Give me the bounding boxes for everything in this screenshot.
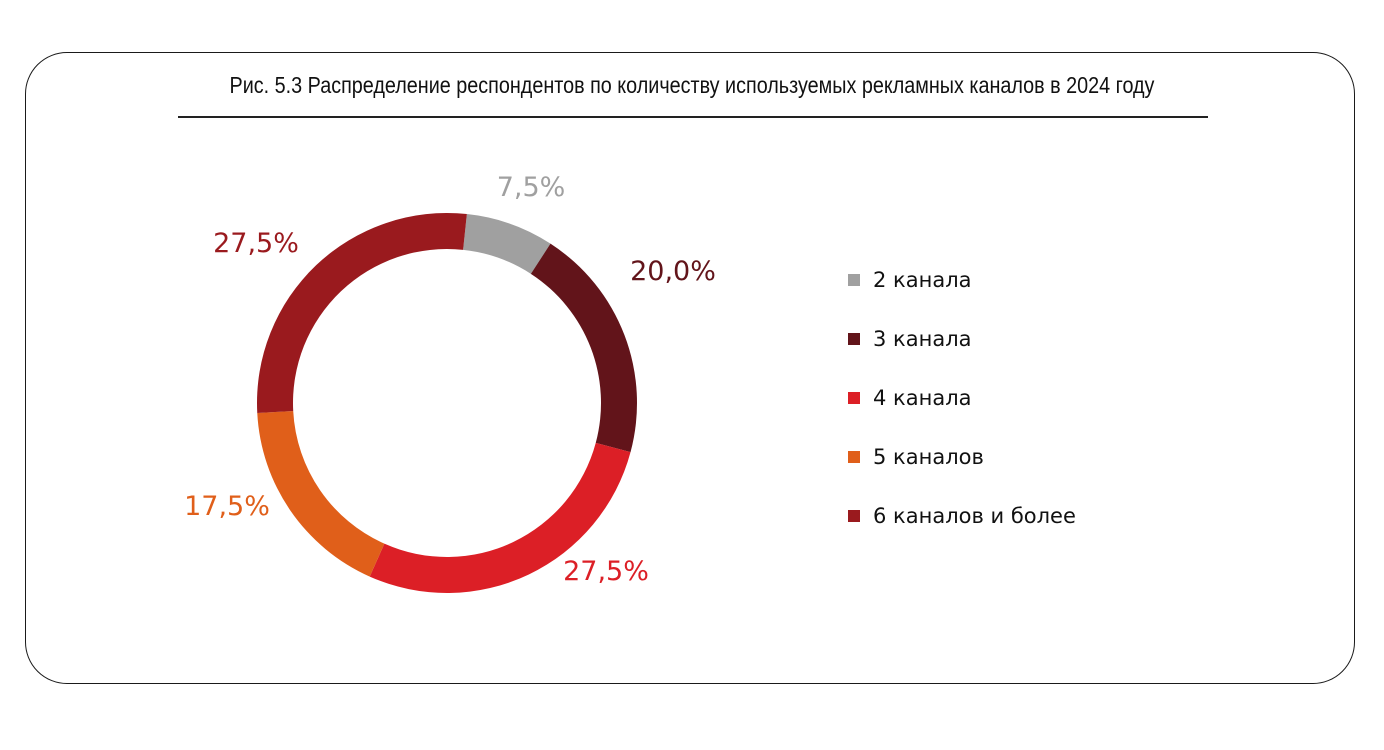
legend: 2 канала 3 канала 4 канала 5 каналов 6 канал… [848, 250, 1076, 545]
legend-item: 4 канала [848, 368, 1076, 427]
legend-label: 5 каналов [873, 444, 984, 469]
legend-label: 6 каналов и более [873, 503, 1076, 528]
legend-item: 6 каналов и более [848, 486, 1076, 545]
data-label-4: 17,5% [184, 491, 270, 522]
legend-swatch [848, 273, 860, 286]
data-label-3: 27,5% [563, 556, 649, 587]
donut-slice-5 [257, 212, 467, 413]
data-label-1: 7,5% [497, 172, 566, 203]
donut-slice-1 [463, 214, 551, 274]
legend-label: 3 канала [873, 326, 972, 351]
legend-label: 2 канала [873, 267, 972, 292]
legend-item: 5 каналов [848, 427, 1076, 486]
donut-slice-2 [530, 243, 637, 453]
legend-swatch [848, 509, 860, 522]
legend-swatch [848, 450, 860, 463]
legend-item: 2 канала [848, 250, 1076, 309]
legend-swatch [848, 391, 860, 404]
legend-item: 3 канала [848, 309, 1076, 368]
title-divider [178, 116, 1208, 118]
donut-slice-4 [257, 411, 385, 577]
chart-title: Рис. 5.3 Распределение респондентов по к… [229, 72, 1155, 98]
chart-frame [25, 52, 1355, 684]
legend-label: 4 канала [873, 385, 972, 410]
donut-slice-3 [369, 442, 631, 593]
data-label-2: 20,0% [630, 256, 716, 287]
data-label-5: 27,5% [213, 228, 299, 259]
legend-swatch [848, 332, 860, 345]
